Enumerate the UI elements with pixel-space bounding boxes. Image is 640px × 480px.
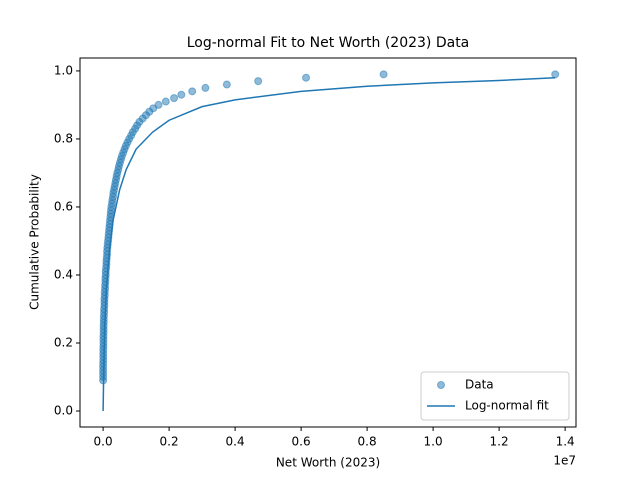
x-tick-label: 1.0: [424, 435, 443, 449]
data-point: [222, 80, 231, 89]
x-tick-label: 1.4: [556, 435, 575, 449]
plot-frame: [79, 57, 577, 428]
x-tick-label: 0.0: [94, 435, 113, 449]
legend-marker: [437, 381, 445, 389]
legend-label: Log-normal fit: [465, 399, 549, 413]
y-tick-label: 0.8: [54, 131, 73, 145]
x-tick-label: 0.6: [292, 435, 311, 449]
legend-label: Data: [465, 378, 494, 392]
y-tick-label: 0.4: [54, 267, 73, 281]
data-point: [154, 100, 163, 109]
data-point: [302, 73, 311, 82]
data-point: [177, 90, 186, 99]
y-tick-label: 0.2: [54, 335, 73, 349]
data-point: [201, 83, 210, 92]
data-point: [170, 94, 179, 103]
data-point: [161, 97, 170, 106]
y-tick-label: 0.6: [54, 199, 73, 213]
x-tick-label: 0.2: [160, 435, 179, 449]
x-axis-label: Net Worth (2023): [276, 456, 380, 470]
data-point: [254, 77, 263, 86]
x-tick-label: 0.4: [226, 435, 245, 449]
legend-box: [420, 371, 570, 421]
x-tick-label: 0.8: [358, 435, 377, 449]
fit-line: [102, 76, 556, 412]
data-point: [379, 70, 388, 79]
x-offset-label: 1e7: [553, 454, 576, 468]
y-tick-label: 0.0: [54, 404, 73, 418]
data-point: [188, 87, 197, 96]
x-tick-label: 1.2: [490, 435, 509, 449]
y-axis-label: Cumulative Probability: [28, 174, 42, 310]
data-point: [551, 70, 560, 79]
y-tick-label: 1.0: [54, 63, 73, 77]
chart-title: Log-normal Fit to Net Worth (2023) Data: [187, 35, 470, 51]
